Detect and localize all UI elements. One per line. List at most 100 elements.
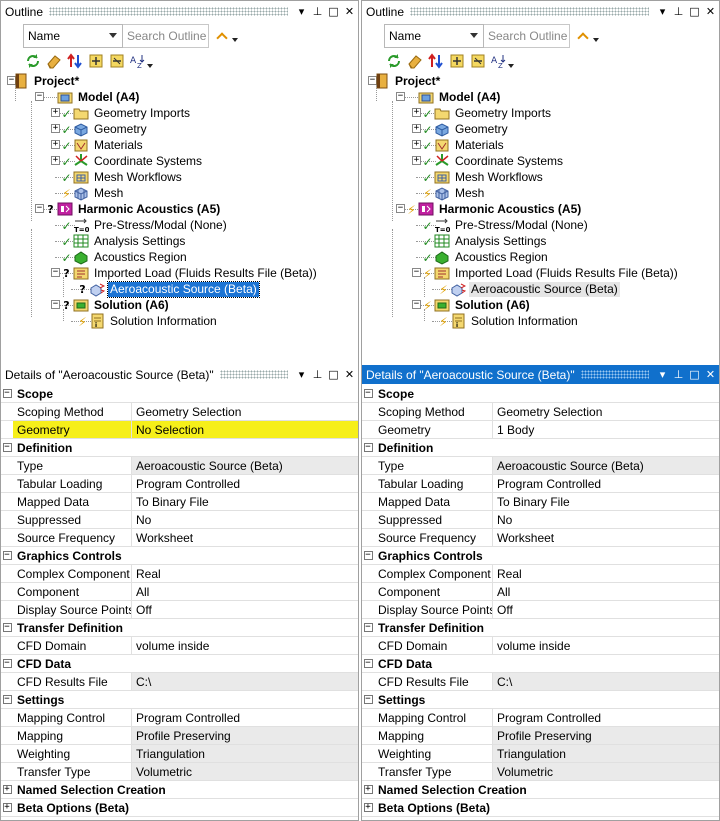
tree-node-prestress[interactable]: T=0 Pre-Stress/Modal (None) [73, 217, 229, 234]
name-filter-combo[interactable]: Name [23, 24, 123, 48]
pin-icon[interactable]: ⊥ [312, 368, 323, 381]
tree-node-mesh[interactable]: Mesh [434, 185, 486, 201]
details-category-named-selection-creation[interactable]: + Named Selection Creation [1, 781, 358, 799]
property-value[interactable]: Program Controlled [497, 476, 602, 491]
details-row-mapping[interactable]: Mapping Profile Preserving [1, 727, 358, 745]
collapse-all-icon[interactable] [109, 53, 125, 69]
tree-node-analysis-settings[interactable]: Analysis Settings [434, 233, 548, 249]
property-value[interactable]: Off [136, 602, 152, 617]
property-value[interactable]: 1 Body [497, 422, 535, 437]
tree-node-solution-information[interactable]: i Solution Information [89, 313, 219, 329]
details-row-cfd-domain[interactable]: CFD Domain volume inside [1, 637, 358, 655]
search-outline-input[interactable]: Search Outline [123, 24, 209, 48]
tree-node-mesh[interactable]: Mesh [73, 185, 125, 201]
refresh-icon[interactable] [25, 53, 41, 69]
tree-expander[interactable]: − [396, 203, 405, 213]
tree-node-geometry-imports[interactable]: Geometry Imports [434, 105, 553, 121]
tree-node-harmonic-acoustics[interactable]: Harmonic Acoustics (A5) [418, 201, 583, 217]
property-value[interactable]: Profile Preserving [493, 727, 719, 744]
tree-expander[interactable]: + [51, 123, 60, 133]
property-value[interactable]: C:\ [132, 673, 358, 690]
chevron-up-icon[interactable] [217, 31, 228, 42]
dropdown-icon[interactable]: ▾ [298, 5, 305, 18]
category-expander-icon[interactable]: + [2, 802, 12, 812]
tree-node-project[interactable]: Project* [374, 73, 442, 89]
tree-expander[interactable]: − [51, 267, 60, 277]
category-expander-icon[interactable]: + [363, 802, 373, 812]
dropdown-icon[interactable]: ▾ [298, 368, 305, 381]
details-category-beta-options[interactable]: + Beta Options (Beta) [1, 799, 358, 817]
property-value[interactable]: To Binary File [136, 494, 209, 509]
details-row-display-source-points[interactable]: Display Source Points Off [1, 601, 358, 619]
category-expander-icon[interactable]: − [363, 658, 373, 668]
eraser-icon[interactable] [46, 53, 62, 69]
details-row-mapping-control[interactable]: Mapping Control Program Controlled [362, 709, 719, 727]
property-value[interactable]: Triangulation [132, 745, 358, 762]
property-value[interactable]: C:\ [493, 673, 719, 690]
tree-node-materials[interactable]: Materials [73, 137, 145, 153]
details-category-cfd-data[interactable]: − CFD Data [362, 655, 719, 673]
details-category-definition[interactable]: − Definition [362, 439, 719, 457]
tree-node-geometry[interactable]: Geometry [73, 121, 149, 137]
details-category-cfd-data[interactable]: − CFD Data [1, 655, 358, 673]
tree-node-model[interactable]: Model (A4) [57, 89, 141, 105]
pin-icon[interactable]: ⊥ [673, 368, 684, 381]
tree-expander[interactable]: + [51, 107, 60, 117]
maximize-icon[interactable]: □ [689, 5, 700, 18]
property-value[interactable]: Triangulation [493, 745, 719, 762]
dropdown-icon[interactable]: ▾ [659, 368, 666, 381]
chevron-up-icon[interactable] [578, 31, 589, 42]
category-expander-icon[interactable]: − [363, 388, 373, 398]
property-value[interactable]: Program Controlled [497, 710, 602, 725]
tree-node-geometry[interactable]: Geometry [434, 121, 510, 137]
tree-expander[interactable]: − [51, 299, 60, 309]
property-value[interactable]: Worksheet [497, 530, 555, 545]
property-value[interactable]: Profile Preserving [132, 727, 358, 744]
property-value[interactable]: Worksheet [136, 530, 194, 545]
category-expander-icon[interactable]: − [2, 622, 12, 632]
tree-node-materials[interactable]: Materials [434, 137, 506, 153]
collapse-all-icon[interactable] [470, 53, 486, 69]
details-category-graphics-controls[interactable]: − Graphics Controls [1, 547, 358, 565]
tree-node-prestress[interactable]: T=0 Pre-Stress/Modal (None) [434, 217, 590, 234]
sort-dropdown-icon[interactable] [508, 64, 514, 68]
sort-dropdown-icon[interactable] [147, 64, 153, 68]
category-expander-icon[interactable]: − [363, 694, 373, 704]
tree-node-imported-load[interactable]: Imported Load (Fluids Results File (Beta… [434, 265, 680, 281]
details-row-weighting[interactable]: Weighting Triangulation [362, 745, 719, 763]
tree-expander[interactable]: + [51, 139, 60, 149]
tree-expander[interactable]: − [35, 203, 44, 213]
details-category-settings[interactable]: − Settings [362, 691, 719, 709]
maximize-icon[interactable]: □ [328, 5, 339, 18]
tree-node-acoustics-region[interactable]: Acoustics Region [434, 249, 550, 265]
details-row-cfd-domain[interactable]: CFD Domain volume inside [362, 637, 719, 655]
tree-node-project[interactable]: Project* [13, 73, 81, 89]
tree-node-analysis-settings[interactable]: Analysis Settings [73, 233, 187, 249]
maximize-icon[interactable]: □ [689, 368, 700, 381]
details-row-transfer-type[interactable]: Transfer Type Volumetric [1, 763, 358, 781]
maximize-icon[interactable]: □ [328, 368, 339, 381]
details-row-mapping[interactable]: Mapping Profile Preserving [362, 727, 719, 745]
details-row-cfd-results-file[interactable]: CFD Results File C:\ [1, 673, 358, 691]
details-row-mapped-data[interactable]: Mapped Data To Binary File [1, 493, 358, 511]
tree-node-solution[interactable]: Solution (A6) [73, 297, 171, 313]
category-expander-icon[interactable]: − [2, 550, 12, 560]
details-category-transfer-definition[interactable]: − Transfer Definition [1, 619, 358, 637]
property-value[interactable]: Volumetric [132, 763, 358, 780]
details-category-named-selection-creation[interactable]: + Named Selection Creation [362, 781, 719, 799]
property-value[interactable]: No [497, 512, 513, 527]
details-row-weighting[interactable]: Weighting Triangulation [1, 745, 358, 763]
search-outline-input[interactable]: Search Outline [484, 24, 570, 48]
details-row-complex-component[interactable]: Complex Component Real [1, 565, 358, 583]
property-value[interactable]: No Selection [132, 421, 358, 438]
details-row-scoping-method[interactable]: Scoping Method Geometry Selection [362, 403, 719, 421]
tree-node-mesh-workflows[interactable]: Mesh Workflows [73, 169, 184, 185]
expand-all-icon[interactable] [88, 53, 104, 69]
search-options-dropdown-icon[interactable] [593, 37, 599, 42]
expand-all-icon[interactable] [449, 53, 465, 69]
tree-node-solution[interactable]: Solution (A6) [434, 297, 532, 313]
details-row-display-source-points[interactable]: Display Source Points Off [362, 601, 719, 619]
details-category-definition[interactable]: − Definition [1, 439, 358, 457]
details-row-component[interactable]: Component All [362, 583, 719, 601]
